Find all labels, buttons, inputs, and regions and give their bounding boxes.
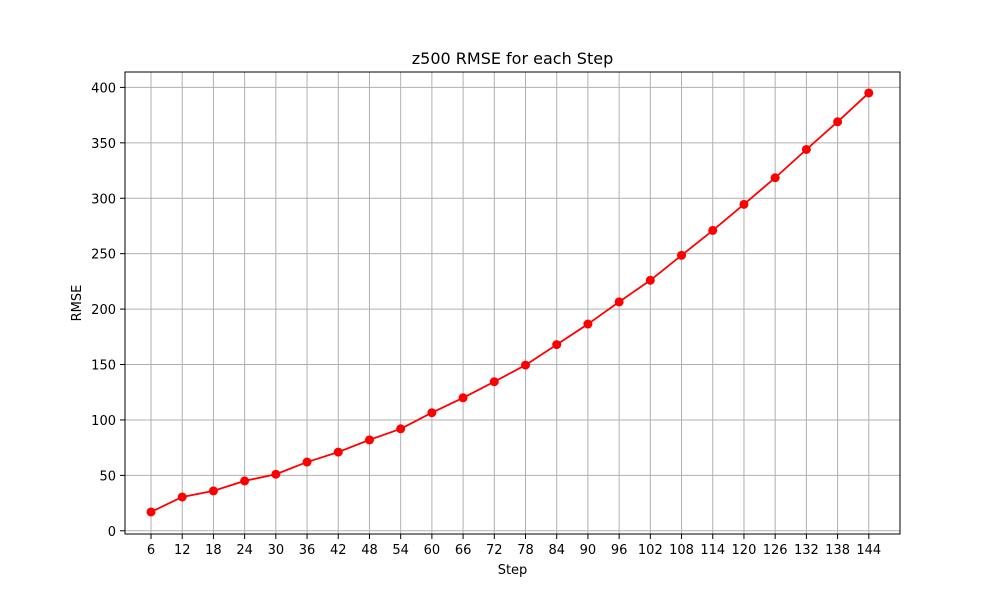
data-point [645, 275, 655, 285]
x-axis-label: Step [498, 563, 528, 578]
x-tick-label: 90 [580, 543, 597, 558]
data-point [364, 435, 374, 445]
y-tick-label: 50 [99, 469, 116, 484]
data-point [333, 447, 343, 457]
data-point [271, 469, 281, 479]
x-tick-label: 72 [486, 543, 503, 558]
x-tick-label: 42 [330, 543, 347, 558]
x-tick-label: 48 [361, 543, 378, 558]
data-point [708, 225, 718, 235]
x-tick-label: 6 [147, 543, 155, 558]
x-tick-label: 66 [455, 543, 472, 558]
data-point [458, 393, 468, 403]
y-tick-label: 250 [91, 248, 116, 263]
grid-lines [125, 72, 900, 534]
data-point [240, 476, 250, 486]
x-tick-label: 108 [669, 543, 694, 558]
data-point [177, 492, 187, 502]
y-tick-label: 150 [91, 359, 116, 374]
series-line [150, 92, 870, 513]
x-tick-label: 12 [174, 543, 191, 558]
data-point [427, 408, 437, 418]
x-tick-label: 18 [205, 543, 222, 558]
x-tick-label: 138 [825, 543, 850, 558]
data-point [146, 507, 156, 517]
data-point [521, 360, 531, 370]
y-tick-label: 0 [108, 525, 116, 540]
data-point [801, 144, 811, 154]
x-tick-label: 132 [794, 543, 819, 558]
x-tick-label: 78 [517, 543, 534, 558]
y-tick-label: 100 [91, 414, 116, 429]
data-point [552, 340, 562, 350]
x-tick-label: 24 [236, 543, 253, 558]
data-point [864, 88, 874, 98]
data-point [302, 457, 312, 467]
x-tick-label: 126 [763, 543, 788, 558]
x-tick-label: 60 [424, 543, 441, 558]
y-tick-label: 350 [91, 137, 116, 152]
x-tick-label: 54 [392, 543, 409, 558]
data-point [677, 250, 687, 260]
x-tick-label: 84 [548, 543, 565, 558]
x-tick-label: 96 [611, 543, 628, 558]
chart-title: z500 RMSE for each Step [412, 49, 613, 68]
x-tick-label: 120 [732, 543, 757, 558]
x-tick-label: 36 [299, 543, 316, 558]
data-point [583, 319, 593, 329]
data-point [489, 377, 499, 387]
data-point [833, 117, 843, 127]
x-tick-label: 102 [638, 543, 663, 558]
data-point [770, 173, 780, 183]
y-tick-label: 300 [91, 192, 116, 207]
data-point [396, 424, 406, 434]
data-series [146, 88, 874, 517]
x-tick-label: 144 [856, 543, 881, 558]
y-axis-label: RMSE [70, 285, 85, 322]
axis-ticks: 6 12 18 24 30 36 42 48 54 60 66 72 78 84 90 96 102 108 114… [91, 81, 881, 558]
y-tick-label: 200 [91, 303, 116, 318]
plot-area-frame [124, 71, 901, 535]
data-point [208, 486, 218, 496]
data-point [614, 297, 624, 307]
x-tick-label: 114 [700, 543, 725, 558]
y-tick-label: 400 [91, 81, 116, 96]
data-point [739, 199, 749, 209]
x-tick-label: 30 [268, 543, 285, 558]
